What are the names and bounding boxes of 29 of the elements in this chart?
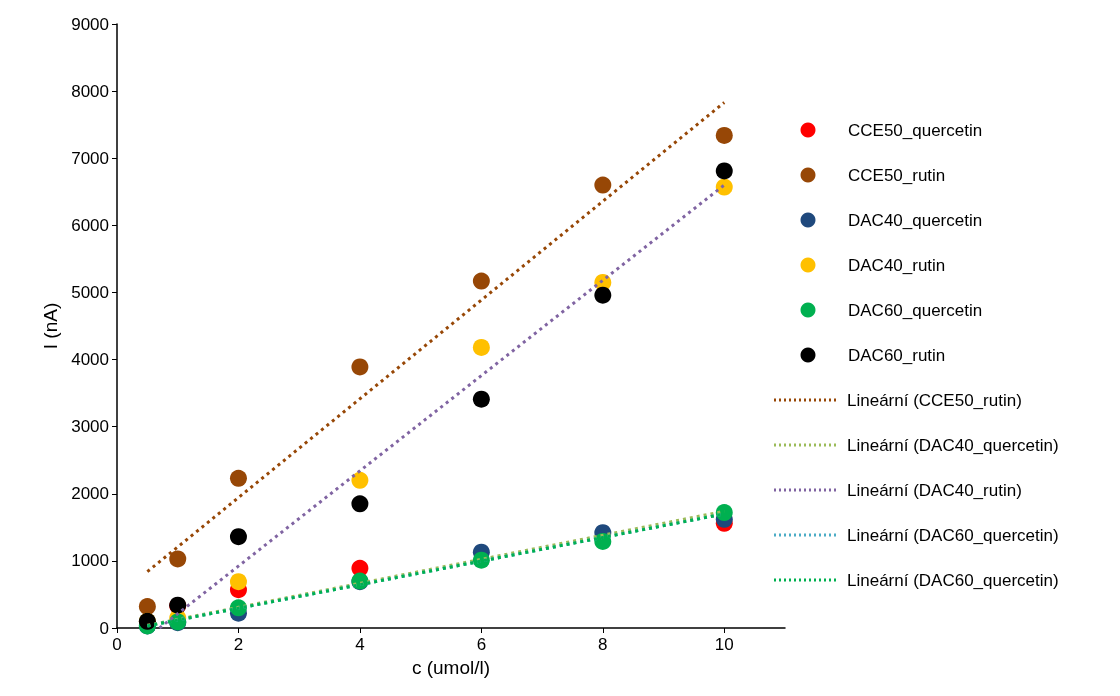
legend-label: DAC60_rutin <box>848 345 946 365</box>
x-axis-title: c (umol/l) <box>411 656 491 678</box>
x-tick-label: 0 <box>112 635 122 654</box>
legend-label: CCE50_quercetin <box>848 120 983 140</box>
y-tick-label: 6000 <box>71 215 109 235</box>
legend-label: Lineární (DAC40_rutin) <box>847 480 1022 500</box>
legend-label: CCE50_rutin <box>848 165 946 185</box>
legend-label: Lineární (DAC60_quercetin) <box>847 525 1059 545</box>
y-tick-label: 1000 <box>71 551 109 571</box>
y-tick-label: 5000 <box>71 282 109 302</box>
x-tick-label: 4 <box>355 635 365 654</box>
legend-label: DAC40_rutin <box>848 255 946 275</box>
x-tick-label: 8 <box>598 635 608 654</box>
legend-label: Lineární (DAC40_quercetin) <box>847 435 1059 455</box>
legend-label: DAC60_quercetin <box>848 300 983 320</box>
y-tick-label: 7000 <box>71 148 109 168</box>
y-tick-label: 3000 <box>71 417 109 437</box>
x-tick-label: 10 <box>714 635 734 654</box>
x-tick-label: 6 <box>476 635 487 654</box>
y-tick-label: 8000 <box>71 81 109 101</box>
y-axis-title: I (nA) <box>40 302 62 350</box>
y-tick-label: 9000 <box>71 14 109 34</box>
y-tick-label: 4000 <box>71 350 109 370</box>
legend-label: Lineární (DAC60_quercetin) <box>847 570 1059 590</box>
y-tick-label: 0 <box>99 618 109 638</box>
legend-label: Lineární (CCE50_rutin) <box>847 390 1022 410</box>
legend-label: DAC40_quercetin <box>848 210 983 230</box>
y-tick-label: 2000 <box>71 484 109 504</box>
x-tick-label: 2 <box>233 635 244 654</box>
